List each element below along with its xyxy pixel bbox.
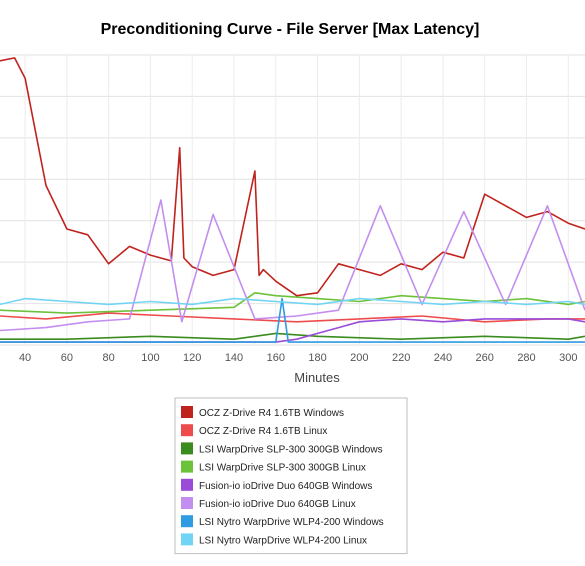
legend: OCZ Z-Drive R4 1.6TB Windows OCZ Z-Drive …	[174, 397, 408, 555]
legend-swatch	[181, 533, 193, 546]
x-tick-label: 60	[61, 352, 73, 364]
x-tick-label: 180	[308, 352, 326, 364]
x-tick-label: 40	[19, 352, 31, 364]
series-line	[0, 332, 585, 341]
x-tick-label: 80	[103, 352, 115, 364]
x-tick-label: 140	[225, 352, 243, 364]
x-axis-label: Minutes	[294, 370, 340, 385]
legend-swatch	[181, 478, 193, 491]
series-line	[0, 291, 585, 314]
series-line	[0, 312, 585, 323]
legend-entry: OCZ Z-Drive R4 1.6TB Windows	[199, 408, 344, 419]
x-tick-label: 240	[434, 352, 452, 364]
legend-swatch	[181, 406, 193, 418]
x-tick-label: 220	[392, 352, 410, 364]
series-line	[0, 297, 585, 306]
chart-title: Preconditioning Curve - File Server [Max…	[101, 21, 480, 38]
x-tick-labels: 40 60 80 100 120 140 160 180 200 220 240 260 280 300	[19, 352, 578, 364]
series-layer	[0, 57, 585, 343]
x-tick-label: 120	[183, 352, 201, 364]
legend-entry: LSI Nytro WarpDrive WLP4-200 Windows	[199, 517, 384, 528]
legend-swatch	[181, 460, 193, 473]
legend-entry: Fusion-io ioDrive Duo 640GB Windows	[199, 481, 372, 492]
x-tick-label: 300	[559, 352, 577, 364]
legend-entry: LSI Nytro WarpDrive WLP4-200 Linux	[199, 535, 367, 546]
legend-swatch	[181, 424, 193, 437]
legend-entry: LSI WarpDrive SLP-300 300GB Linux	[199, 463, 366, 474]
legend-entry: LSI WarpDrive SLP-300 300GB Windows	[199, 444, 383, 455]
x-tick-label: 100	[141, 352, 159, 364]
y-gridlines	[0, 54, 585, 346]
legend-swatch	[181, 515, 193, 528]
legend-entry: OCZ Z-Drive R4 1.6TB Linux	[199, 426, 327, 437]
x-tick-label: 200	[350, 352, 368, 364]
series-line	[0, 57, 585, 297]
x-gridlines	[24, 55, 569, 345]
x-tick-label: 280	[517, 352, 535, 364]
legend-swatch	[181, 442, 193, 455]
legend-entry: Fusion-io ioDrive Duo 640GB Linux	[199, 499, 356, 510]
legend-swatch	[181, 497, 193, 509]
legend-box	[174, 397, 408, 555]
x-tick-label: 160	[267, 352, 285, 364]
series-line	[0, 199, 585, 332]
series-line	[0, 297, 585, 343]
x-tick-label: 260	[476, 352, 494, 364]
